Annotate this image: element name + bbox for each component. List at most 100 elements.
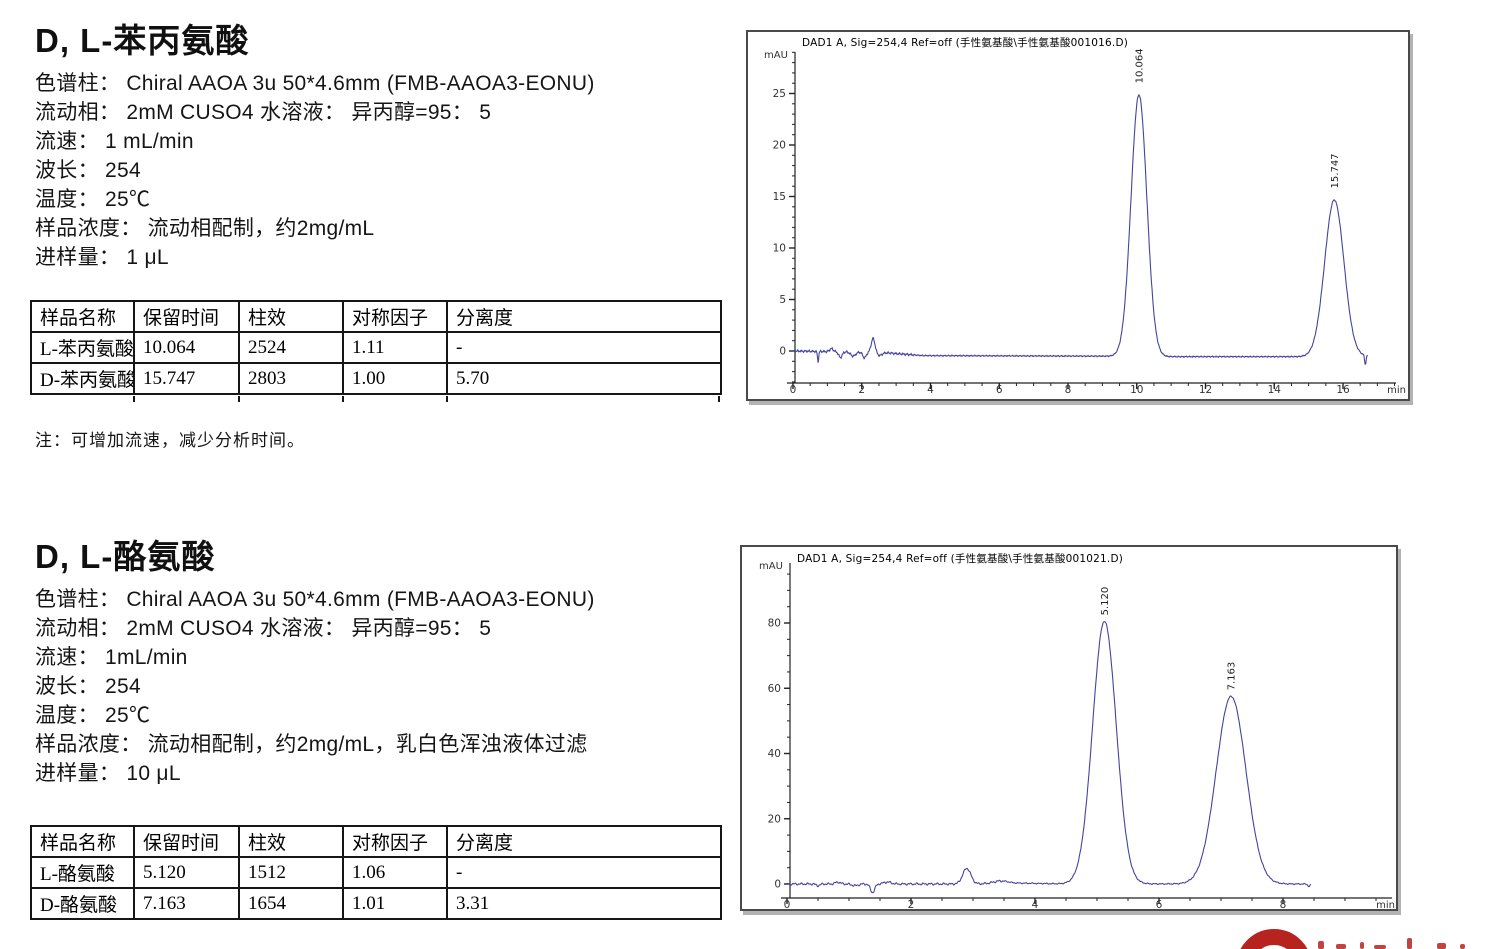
table-cell: L-苯丙氨酸 bbox=[30, 331, 135, 364]
x-tick-label: 8 bbox=[1280, 899, 1287, 909]
x-tick-label: 14 bbox=[1268, 384, 1282, 396]
x-tick-label: 10 bbox=[1130, 384, 1143, 396]
table-row-fragment bbox=[133, 396, 135, 402]
logo-letter-fragment bbox=[1336, 944, 1346, 949]
table-cell: 2803 bbox=[238, 362, 344, 395]
param-line: 波长： 254 bbox=[35, 159, 141, 182]
column-header: 柱效 bbox=[238, 300, 344, 333]
y-tick-label: 80 bbox=[768, 618, 781, 630]
y-tick-label: 15 bbox=[773, 191, 786, 203]
table-row-fragment bbox=[342, 396, 344, 402]
param-line: 色谱柱： Chiral AAOA 3u 50*4.6mm (FMB-AAOA3-… bbox=[35, 588, 595, 611]
trace-line bbox=[786, 621, 1312, 894]
parameter-list: 色谱柱： Chiral AAOA 3u 50*4.6mm (FMB-AAOA3-… bbox=[35, 585, 735, 788]
column-header: 样品名称 bbox=[30, 825, 135, 858]
table-row: D-酪氨酸 7.163 1654 1.01 3.31 bbox=[30, 887, 722, 920]
table-cell: 10.064 bbox=[133, 331, 240, 364]
table-cell: 5.70 bbox=[446, 362, 722, 395]
table-crop-stubs bbox=[30, 396, 720, 402]
column-header: 对称因子 bbox=[342, 825, 448, 858]
x-tick-label: 16 bbox=[1336, 384, 1350, 396]
param-line: 流动相： 2mM CUSO4 水溶液： 异丙醇=95： 5 bbox=[35, 617, 492, 640]
param-line: 流速： 1 mL/min bbox=[35, 130, 194, 153]
param-line: 进样量： 1 μL bbox=[35, 246, 169, 269]
x-axis-unit-label: min bbox=[1376, 900, 1395, 909]
chromatogram-title: DAD1 A, Sig=254,4 Ref=off (手性氨基酸\手性氨基酸00… bbox=[802, 37, 1129, 49]
x-tick-label: 2 bbox=[858, 384, 865, 396]
logo-letter-fragment bbox=[1460, 944, 1465, 949]
table-header-row: 样品名称 保留时间 柱效 对称因子 分离度 bbox=[30, 825, 722, 858]
x-tick-label: 4 bbox=[927, 384, 934, 396]
peak-retention-label: 10.064 bbox=[1134, 48, 1145, 83]
y-tick-label: 5 bbox=[779, 294, 786, 306]
chromatogram-plot: 0 5 10 15 20 25 mAU 0 2 4 6 8 10 12 14 16 min 10.064 15.74… bbox=[764, 48, 1406, 396]
section-title: D, L-苯丙氨酸 bbox=[35, 22, 250, 59]
column-header: 样品名称 bbox=[30, 300, 135, 333]
param-line: 温度： 25℃ bbox=[35, 704, 151, 727]
chromatogram-tyrosine: DAD1 A, Sig=254,4 Ref=off (手性氨基酸\手性氨基酸00… bbox=[740, 545, 1398, 911]
table-cell: 1.06 bbox=[342, 856, 448, 889]
table-row-fragment bbox=[446, 396, 448, 402]
x-tick-label: 6 bbox=[996, 384, 1003, 396]
logo-letter-fragment bbox=[1360, 942, 1364, 949]
logo-letter-fragment bbox=[1374, 945, 1386, 949]
table-cell: 5.120 bbox=[133, 856, 240, 889]
table-cell: L-酪氨酸 bbox=[30, 856, 135, 889]
table-row: L-酪氨酸 5.120 1512 1.06- bbox=[30, 856, 722, 889]
y-tick-label: 0 bbox=[779, 346, 786, 358]
table-cell: - bbox=[446, 856, 722, 889]
table-row-fragment bbox=[718, 396, 720, 402]
y-tick-label: 20 bbox=[768, 813, 781, 825]
param-line: 进样量： 10 μL bbox=[35, 762, 181, 785]
table-cell: 1.11 bbox=[342, 331, 448, 364]
table-cell: 1.00 bbox=[342, 362, 448, 395]
results-table-phenylalanine: 样品名称 保留时间 柱效 对称因子 分离度 L-苯丙氨酸 10.064 2524 1.11- D-… bbox=[30, 300, 722, 395]
column-header: 分离度 bbox=[446, 825, 722, 858]
param-line: 样品浓度： 流动相配制，约2mg/mL，乳白色浑浊液体过滤 bbox=[35, 733, 588, 756]
results-table-tyrosine: 样品名称 保留时间 柱效 对称因子 分离度 L-酪氨酸 5.120 1512 1.06- D-酪氨… bbox=[30, 825, 722, 920]
table-row: L-苯丙氨酸 10.064 2524 1.11- bbox=[30, 331, 722, 364]
x-tick-label: 2 bbox=[908, 899, 915, 909]
brand-logo-partial bbox=[1222, 921, 1506, 949]
chromatogram-plot: 0 20 40 60 80 mAU 0 2 4 6 8 min 5.120 7.163 bbox=[759, 561, 1395, 909]
peak-retention-label: 5.120 bbox=[1100, 587, 1111, 616]
param-line: 样品浓度： 流动相配制，约2mg/mL bbox=[35, 217, 375, 240]
section-tyrosine: D, L-酪氨酸 色谱柱： Chiral AAOA 3u 50*4.6mm (F… bbox=[35, 530, 735, 788]
logo-ring bbox=[1240, 929, 1308, 949]
x-tick-label: 8 bbox=[1065, 384, 1072, 396]
param-line: 温度： 25℃ bbox=[35, 188, 151, 211]
y-tick-label: 10 bbox=[773, 243, 786, 255]
x-axis-unit-label: min bbox=[1387, 385, 1406, 396]
y-axis-unit-label: mAU bbox=[759, 561, 783, 572]
table-header-row: 样品名称 保留时间 柱效 对称因子 分离度 bbox=[30, 300, 722, 333]
table-row-fragment bbox=[238, 396, 240, 402]
table-cell: - bbox=[446, 331, 722, 364]
section-phenylalanine: D, L-苯丙氨酸 色谱柱： Chiral AAOA 3u 50*4.6mm (… bbox=[35, 14, 735, 272]
x-tick-label: 0 bbox=[784, 899, 791, 909]
table-cell: D-酪氨酸 bbox=[30, 887, 135, 920]
x-tick-label: 6 bbox=[1156, 899, 1163, 909]
param-line: 波长： 254 bbox=[35, 675, 141, 698]
brand-logo-graphic bbox=[1240, 929, 1465, 949]
table-cell: 15.747 bbox=[133, 362, 240, 395]
y-tick-label: 60 bbox=[768, 683, 781, 695]
chromatogram-phenylalanine: DAD1 A, Sig=254,4 Ref=off (手性氨基酸\手性氨基酸00… bbox=[746, 30, 1410, 401]
parameter-list: 色谱柱： Chiral AAOA 3u 50*4.6mm (FMB-AAOA3-… bbox=[35, 69, 735, 272]
table-cell: 2524 bbox=[238, 331, 344, 364]
table-cell: 7.163 bbox=[133, 887, 240, 920]
y-tick-label: 20 bbox=[773, 140, 786, 152]
peak-retention-label: 7.163 bbox=[1227, 662, 1238, 691]
table-cell: D-苯丙氨酸 bbox=[30, 362, 135, 395]
table-cell: 1.01 bbox=[342, 887, 448, 920]
column-header: 分离度 bbox=[446, 300, 722, 333]
x-tick-label: 0 bbox=[790, 384, 797, 396]
table-cell: 1654 bbox=[238, 887, 344, 920]
logo-letter-fragment bbox=[1437, 943, 1446, 949]
logo-letter-fragment bbox=[1407, 938, 1412, 949]
section-title: D, L-酪氨酸 bbox=[35, 538, 216, 575]
column-header: 柱效 bbox=[238, 825, 344, 858]
param-line: 流速： 1mL/min bbox=[35, 646, 188, 669]
param-line: 色谱柱： Chiral AAOA 3u 50*4.6mm (FMB-AAOA3-… bbox=[35, 72, 595, 95]
table-row: D-苯丙氨酸 15.747 2803 1.00 5.70 bbox=[30, 362, 722, 395]
